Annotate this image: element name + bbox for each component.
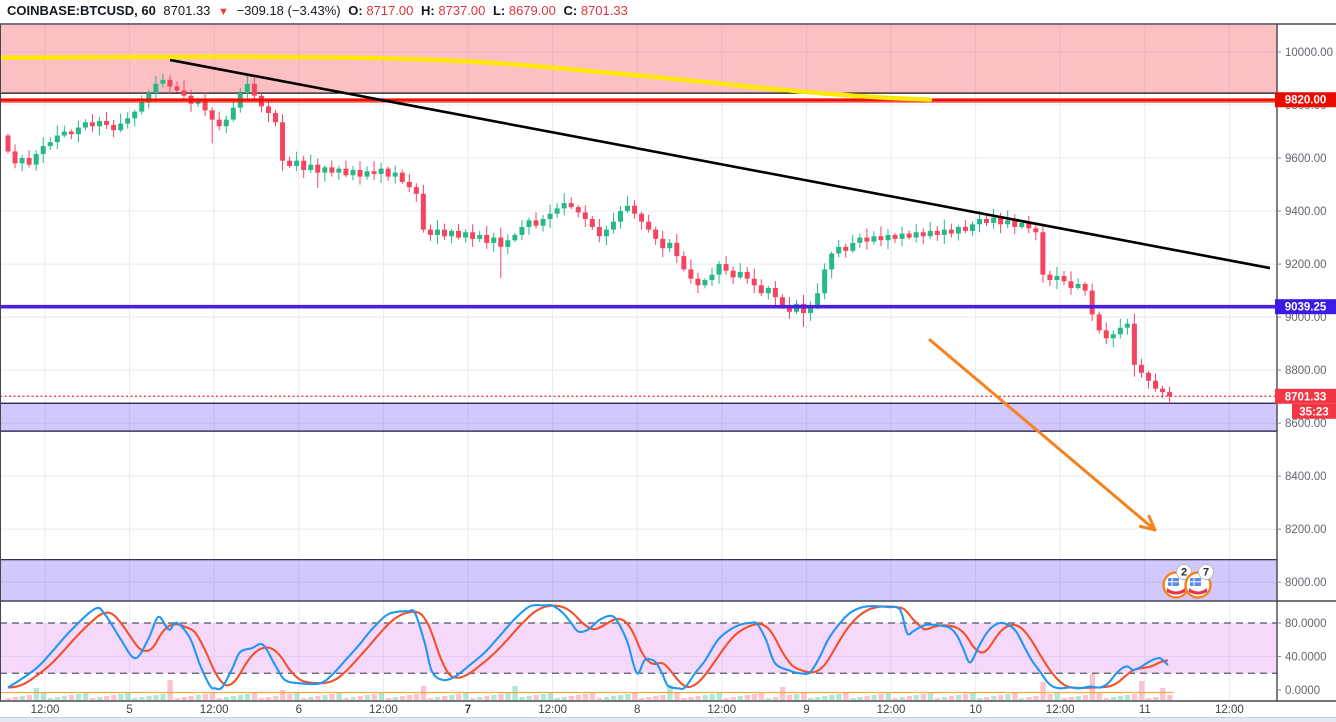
svg-text:8: 8 [634, 704, 640, 716]
close-label: C: [563, 3, 578, 18]
candlestick-series [5, 73, 1173, 403]
svg-text:8400.00: 8400.00 [1285, 471, 1327, 483]
yellow-curve [0, 54, 933, 102]
svg-text:8600.00: 8600.00 [1285, 418, 1327, 430]
descending-trendline [169, 58, 1271, 270]
svg-text:35:23: 35:23 [1299, 406, 1328, 418]
drawing-zones[interactable] [0, 25, 1277, 601]
mid-demand-zone [0, 403, 1277, 432]
svg-text:9200.00: 9200.00 [1285, 259, 1327, 271]
svg-text:10: 10 [969, 704, 982, 716]
svg-text:8701.33: 8701.33 [1285, 391, 1327, 403]
stoch-k-line [7, 603, 1169, 691]
stoch-d-line [7, 604, 1169, 689]
last-price: 8701.33 [163, 3, 211, 18]
open-label: O: [348, 3, 363, 18]
price-down-icon: ▼ [218, 6, 229, 18]
grid-lines [0, 25, 1277, 701]
symbol-info-bar: COINBASE:BTCUSD, 60 8701.33 ▼ −309.18 (−… [7, 3, 632, 23]
volume-histogram [0, 674, 1174, 700]
price-change: −309.18 (−3.43%) [236, 3, 341, 18]
svg-text:10000.00: 10000.00 [1285, 47, 1333, 59]
open-value: 8717.00 [366, 3, 414, 18]
svg-text:9000.00: 9000.00 [1285, 312, 1327, 324]
close-value: 8701.33 [580, 3, 628, 18]
lower-demand-zone [0, 559, 1277, 601]
price-axis-chips: 9820.00 9039.25 8701.33 35:23 [1275, 92, 1336, 419]
svg-text:12:00: 12:00 [538, 704, 567, 716]
svg-text:8200.00: 8200.00 [1285, 524, 1327, 536]
svg-text:9600.00: 9600.00 [1285, 153, 1327, 165]
low-label: L: [492, 3, 506, 18]
window-bottom-strip [0, 718, 1336, 722]
svg-text:9820.00: 9820.00 [1285, 95, 1327, 107]
high-value: 8737.00 [438, 3, 486, 18]
svg-text:12:00: 12:00 [1046, 704, 1075, 716]
svg-text:8000.00: 8000.00 [1285, 577, 1327, 589]
svg-text:80.0000: 80.0000 [1285, 618, 1327, 630]
price-chip [1275, 92, 1336, 108]
svg-text:12:00: 12:00 [369, 704, 398, 716]
idea-count-badge [1176, 564, 1192, 580]
svg-text:7: 7 [465, 704, 471, 716]
supply-zone [0, 25, 1277, 94]
svg-text:5: 5 [126, 704, 132, 716]
svg-text:0.0000: 0.0000 [1285, 685, 1320, 697]
svg-text:6: 6 [296, 704, 302, 716]
svg-text:9400.00: 9400.00 [1285, 206, 1327, 218]
svg-text:2: 2 [1181, 567, 1187, 579]
svg-text:8800.00: 8800.00 [1285, 365, 1327, 377]
svg-text:12:00: 12:00 [31, 704, 60, 716]
idea-count-badge [1198, 564, 1214, 580]
symbol-title[interactable]: COINBASE:BTCUSD, 60 [7, 3, 156, 18]
stochastic-indicator [7, 603, 1169, 691]
high-label: H: [420, 3, 435, 18]
time-axis[interactable]: 12:00 5 12:00 6 12:00 7 12:00 8 12:00 9 12:00 10 12:… [31, 704, 1244, 716]
price-chip [1275, 388, 1336, 404]
svg-text:40.0000: 40.0000 [1285, 652, 1327, 664]
svg-text:12:00: 12:00 [877, 704, 906, 716]
svg-text:7: 7 [1203, 567, 1209, 579]
svg-text:11: 11 [1139, 704, 1151, 716]
svg-text:12:00: 12:00 [707, 704, 736, 716]
down-arrow [928, 337, 1156, 532]
svg-text:12:00: 12:00 [200, 704, 229, 716]
price-chip [1275, 299, 1336, 315]
low-value: 8679.00 [508, 3, 556, 18]
trend-drawings[interactable] [0, 54, 1271, 532]
svg-text:9039.25: 9039.25 [1285, 302, 1327, 314]
horizontal-lines[interactable] [0, 98, 1277, 397]
pane-frames [0, 23, 1336, 718]
svg-text:9: 9 [803, 704, 809, 716]
price-chip [1292, 403, 1336, 419]
price-axis[interactable]: 10000.009800.009600.009400.009200.009000… [1277, 47, 1333, 697]
svg-text:12:00: 12:00 [1215, 704, 1244, 716]
